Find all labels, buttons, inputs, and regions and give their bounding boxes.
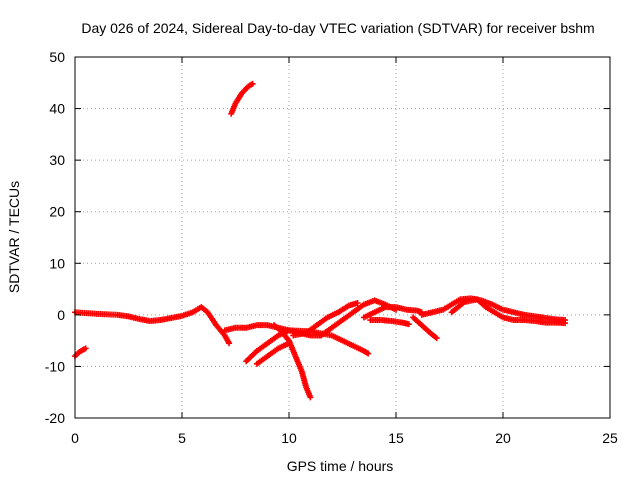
data-point-cluster (351, 302, 366, 315)
data-point-cluster (266, 333, 280, 346)
y-tick-label: 0 (57, 307, 65, 323)
data-point-cluster (491, 302, 505, 312)
series-arc-12 (367, 317, 412, 328)
data-point-cluster (326, 310, 340, 320)
data-point-cluster (493, 310, 505, 320)
data-point-cluster (277, 341, 291, 351)
data-point-cluster (240, 84, 251, 95)
data-point-cluster (373, 304, 387, 315)
data-point-cluster (233, 91, 245, 105)
y-tick-label: -10 (45, 358, 65, 374)
data-point-cluster (255, 354, 270, 366)
y-tick-label: 20 (49, 204, 65, 220)
data-point-cluster (411, 315, 424, 327)
data-point-cluster (222, 334, 232, 345)
data-point (307, 394, 314, 401)
x-axis-label: GPS time / hours (287, 458, 394, 474)
data-point-cluster (341, 338, 355, 348)
data-point-cluster (73, 350, 81, 358)
data-series (72, 80, 569, 401)
data-point-cluster (315, 315, 329, 328)
y-tick-label: 30 (49, 152, 65, 168)
plot-frame (74, 56, 611, 419)
data-point-cluster (77, 346, 88, 355)
series-arc-15 (448, 296, 569, 327)
data-point (354, 299, 361, 306)
data-point-cluster (304, 323, 319, 335)
data-point-cluster (246, 81, 255, 89)
data-point-cluster (362, 310, 376, 320)
data-point-cluster (484, 305, 496, 315)
data-point-cluster (205, 310, 219, 327)
data-point-cluster (341, 310, 355, 322)
data-point-cluster (330, 318, 344, 330)
y-tick-label: 10 (49, 255, 65, 271)
data-point-cluster (450, 297, 462, 307)
data-point-cluster (336, 303, 351, 315)
data-point-cluster (278, 328, 291, 343)
chart-title: Day 026 of 2024, Sidereal Day-to-day VTE… (81, 20, 594, 36)
series-arc-8 (286, 327, 372, 357)
y-tick-label: 40 (49, 101, 65, 117)
data-point-cluster (330, 333, 344, 343)
x-tick-label: 25 (602, 430, 618, 446)
data-point-cluster (362, 348, 370, 356)
data-point-cluster (199, 305, 210, 315)
y-tick-label: 50 (49, 49, 65, 65)
data-point (365, 350, 372, 357)
x-tick-label: 20 (495, 430, 511, 446)
series-arc-9 (290, 299, 361, 339)
data-point-cluster (214, 323, 227, 338)
y-tick-labels: -20 -10 0 10 20 30 40 50 (45, 49, 65, 426)
data-point-cluster (351, 343, 366, 354)
grid (75, 57, 610, 418)
x-tick-label: 15 (388, 430, 404, 446)
data-point-cluster (475, 297, 488, 309)
data-point-cluster (73, 309, 98, 317)
data-point (82, 345, 89, 352)
axis-ticks (74, 56, 611, 419)
x-tick-label: 10 (281, 430, 297, 446)
x-tick-label: 0 (71, 430, 79, 446)
data-point-cluster (255, 341, 270, 353)
series-arc-3 (228, 80, 256, 117)
x-tick-label: 5 (178, 430, 186, 446)
data-point (249, 80, 256, 87)
data-point-cluster (244, 349, 259, 363)
data-point-cluster (428, 330, 439, 341)
data-point (562, 320, 569, 327)
data-point-cluster (415, 308, 424, 315)
series-arc-7 (271, 322, 314, 401)
data-point-cluster (401, 319, 411, 327)
data-point-cluster (272, 323, 283, 333)
data-point-cluster (95, 310, 119, 318)
data-point (433, 335, 440, 342)
data-point-cluster (420, 323, 432, 335)
series-arc-13 (410, 314, 440, 342)
data-point-cluster (266, 346, 280, 359)
data-point-cluster (319, 325, 334, 338)
data-point-cluster (441, 302, 453, 312)
y-tick-label: -20 (45, 410, 65, 426)
y-axis-label: SDTVAR / TECUs (6, 181, 22, 293)
data-point (405, 321, 412, 328)
data-point-cluster (450, 300, 467, 315)
series-arc-6 (253, 340, 292, 367)
data-point (226, 340, 233, 347)
x-tick-labels: 0 5 10 15 20 25 (71, 430, 618, 446)
